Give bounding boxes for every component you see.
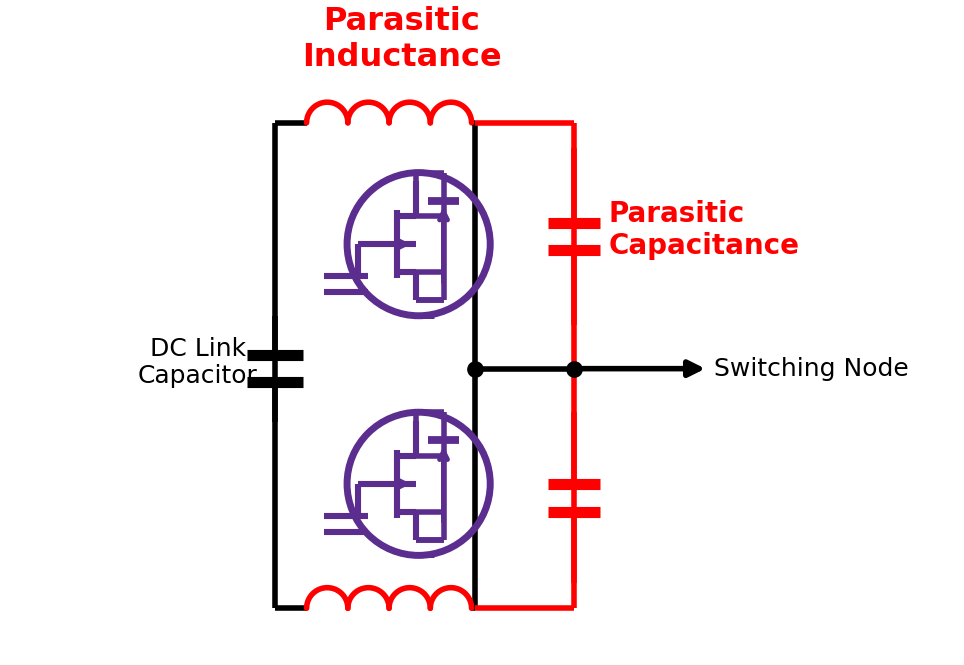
Text: Switching Node: Switching Node [714,356,909,380]
Text: Parasitic
Inductance: Parasitic Inductance [302,6,501,73]
Text: Parasitic
Capacitance: Parasitic Capacitance [608,200,799,261]
Text: DC Link
Capacitor: DC Link Capacitor [138,336,257,388]
